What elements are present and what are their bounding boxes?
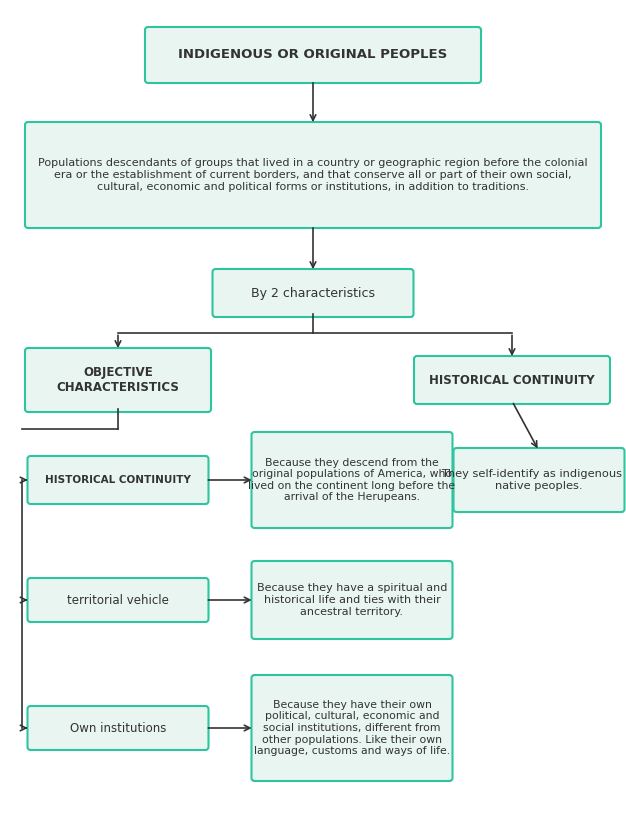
FancyBboxPatch shape (414, 356, 610, 404)
FancyBboxPatch shape (212, 269, 414, 317)
FancyBboxPatch shape (28, 456, 208, 504)
Text: They self-identify as indigenous or
native peoples.: They self-identify as indigenous or nati… (441, 469, 626, 491)
FancyBboxPatch shape (28, 706, 208, 750)
FancyBboxPatch shape (25, 122, 601, 228)
FancyBboxPatch shape (252, 675, 453, 781)
Text: INDIGENOUS OR ORIGINAL PEOPLES: INDIGENOUS OR ORIGINAL PEOPLES (178, 49, 448, 62)
Text: OBJECTIVE
CHARACTERISTICS: OBJECTIVE CHARACTERISTICS (56, 366, 180, 394)
Text: Own institutions: Own institutions (70, 721, 166, 734)
Text: territorial vehicle: territorial vehicle (67, 593, 169, 606)
FancyBboxPatch shape (252, 432, 453, 528)
FancyBboxPatch shape (453, 448, 625, 512)
Text: HISTORICAL CONTINUITY: HISTORICAL CONTINUITY (429, 374, 595, 387)
Text: Populations descendants of groups that lived in a country or geographic region b: Populations descendants of groups that l… (38, 159, 588, 191)
Text: Because they descend from the
original populations of America, who
lived on the : Because they descend from the original p… (249, 457, 456, 502)
Text: Because they have their own
political, cultural, economic and
social institution: Because they have their own political, c… (254, 700, 450, 756)
FancyBboxPatch shape (145, 27, 481, 83)
Text: By 2 characteristics: By 2 characteristics (251, 287, 375, 300)
Text: HISTORICAL CONTINUITY: HISTORICAL CONTINUITY (45, 475, 191, 485)
FancyBboxPatch shape (25, 348, 211, 412)
FancyBboxPatch shape (28, 578, 208, 622)
FancyBboxPatch shape (252, 561, 453, 639)
Text: Because they have a spiritual and
historical life and ties with their
ancestral : Because they have a spiritual and histor… (257, 584, 447, 616)
